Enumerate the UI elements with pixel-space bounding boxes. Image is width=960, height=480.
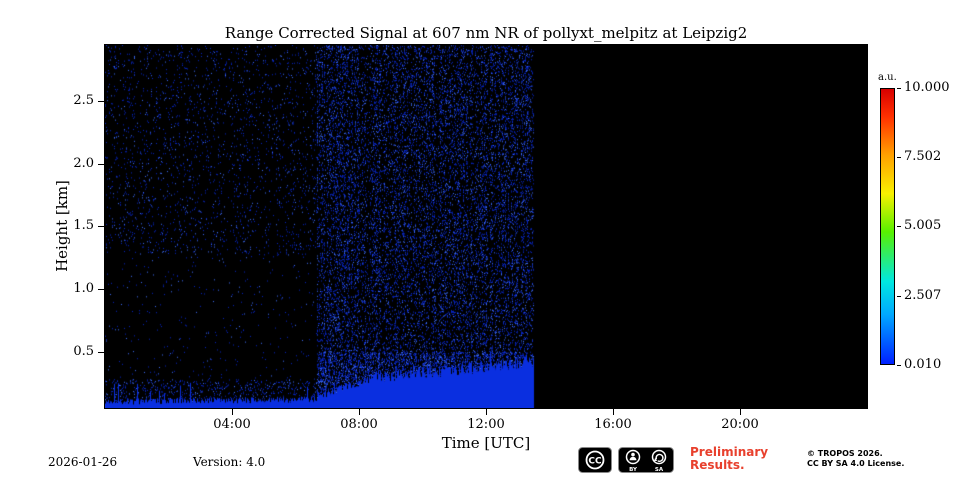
y-tick: [98, 164, 105, 165]
y-tick-label: 1.5: [73, 218, 94, 233]
copyright-line2: CC BY SA 4.0 License.: [807, 459, 905, 468]
colorbar-tick: [897, 296, 901, 297]
cc-badge-text: CC: [588, 457, 602, 467]
by-icon: [625, 449, 641, 465]
colorbar-tick: [897, 157, 901, 158]
y-tick-label: 1.0: [73, 281, 94, 296]
colorbar-tick-label: 2.507: [904, 288, 942, 303]
x-tick: [486, 409, 487, 415]
y-tick: [98, 352, 105, 353]
colorbar-tick-label: 5.005: [904, 218, 942, 233]
colorbar-units-label: a.u.: [878, 72, 897, 83]
measurement-date: 2026-01-26: [48, 455, 118, 469]
sa-badge-text: SA: [655, 467, 664, 473]
sa-icon: [651, 449, 667, 465]
x-tick-label: 04:00: [213, 417, 251, 432]
copyright-line1: © TROPOS 2026.: [807, 449, 883, 458]
cc-icon: [585, 450, 605, 470]
colorbar-tick: [897, 226, 901, 227]
colorbar-tick-label: 7.502: [904, 149, 942, 164]
x-tick-label: 12:00: [467, 417, 505, 432]
preliminary-line1: Preliminary: [690, 445, 769, 459]
x-tick: [740, 409, 741, 415]
colorbar-tick-label: 0.010: [904, 357, 942, 372]
y-tick-label: 2.5: [73, 93, 94, 108]
x-axis-label: Time [UTC]: [441, 434, 531, 452]
x-tick-label: 20:00: [721, 417, 759, 432]
by-badge-text: BY: [629, 467, 638, 473]
x-tick: [613, 409, 614, 415]
x-tick: [359, 409, 360, 415]
sa-arrowhead-icon: [654, 458, 658, 462]
y-tick-label: 2.0: [73, 156, 94, 171]
y-tick: [98, 101, 105, 102]
colorbar: [880, 88, 895, 365]
y-tick: [98, 289, 105, 290]
y-tick-label: 0.5: [73, 344, 94, 359]
plot-title: Range Corrected Signal at 607 nm NR of p…: [224, 24, 748, 42]
heatmap-canvas: [105, 45, 867, 408]
colorbar-tick: [897, 88, 901, 89]
by-person-body-icon: [629, 456, 637, 461]
version-label: Version: 4.0: [193, 455, 266, 469]
x-tick-label: 08:00: [340, 417, 378, 432]
plot-area: [104, 44, 868, 409]
sa-arrow-icon: [655, 453, 664, 462]
x-tick: [232, 409, 233, 415]
copyright-note: © TROPOS 2026. CC BY SA 4.0 License.: [807, 449, 904, 469]
by-person-head-icon: [631, 452, 635, 457]
preliminary-line2: Results.: [690, 458, 745, 472]
cc-badge: [578, 447, 612, 473]
colorbar-tick-label: 10.000: [904, 80, 950, 95]
colorbar-tick: [897, 365, 901, 366]
preliminary-results-note: Preliminary Results.: [690, 446, 768, 472]
license-badges: CC BY SA: [578, 447, 674, 473]
x-tick-label: 16:00: [594, 417, 632, 432]
y-tick: [98, 226, 105, 227]
